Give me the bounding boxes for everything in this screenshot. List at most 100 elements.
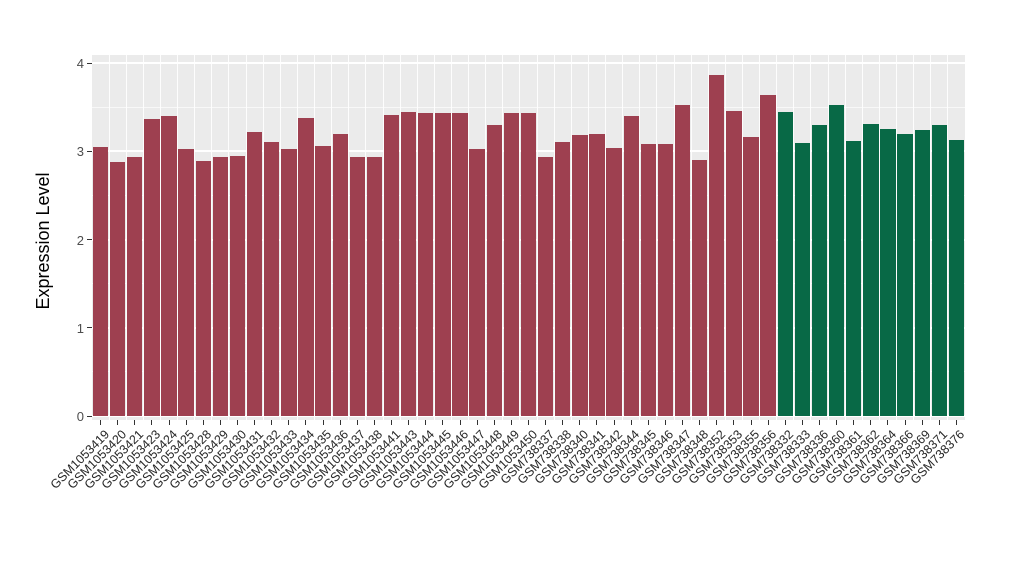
- bar-GSM1053431: [246, 131, 263, 416]
- x-tick-mark: [117, 420, 119, 425]
- vertical-gridline: [707, 55, 709, 420]
- vertical-gridline: [125, 55, 127, 420]
- bar-GSM1053441: [383, 115, 400, 416]
- x-tick-mark: [510, 420, 512, 425]
- bar-GSM738376: [948, 139, 965, 416]
- bar-GSM1053423: [144, 118, 160, 416]
- vertical-gridline: [502, 55, 504, 420]
- bar-GSM738355: [743, 137, 759, 416]
- vertical-gridline: [724, 55, 726, 420]
- vertical-gridline: [177, 55, 179, 420]
- x-tick-mark: [767, 420, 769, 425]
- x-tick-mark: [305, 420, 307, 425]
- x-tick-mark: [100, 420, 102, 425]
- vertical-gridline: [844, 55, 846, 420]
- x-tick-mark: [664, 420, 666, 425]
- bar-GSM738360: [828, 105, 845, 416]
- x-tick-mark: [733, 420, 735, 425]
- y-axis-title: Expression Level: [33, 172, 53, 310]
- bar-GSM738352: [709, 75, 725, 416]
- vertical-gridline: [159, 55, 161, 420]
- bar-GSM1053425: [178, 148, 194, 416]
- vertical-gridline: [776, 55, 778, 420]
- bar-GSM1053436: [332, 134, 348, 416]
- bar-GSM738371: [931, 124, 947, 416]
- x-tick-mark: [322, 420, 324, 425]
- x-tick-mark: [237, 420, 238, 425]
- bar-GSM1053443: [400, 112, 417, 416]
- x-tick-mark: [134, 420, 136, 425]
- bar-GSM738337: [537, 156, 554, 416]
- vertical-gridline: [519, 55, 521, 420]
- vertical-gridline: [399, 55, 401, 420]
- x-tick-mark: [716, 420, 718, 425]
- x-tick-mark: [801, 420, 803, 425]
- bar-GSM738332: [777, 112, 793, 416]
- minor-gridline: [92, 106, 965, 108]
- vertical-gridline: [793, 55, 795, 420]
- x-tick-mark: [373, 420, 375, 425]
- bar-GSM738345: [640, 144, 656, 416]
- x-tick-mark: [955, 420, 957, 425]
- bar-GSM1053435: [315, 145, 331, 416]
- vertical-gridline: [468, 55, 470, 420]
- bar-GSM738338: [555, 142, 571, 416]
- x-tick-mark: [836, 420, 838, 425]
- x-tick-mark: [356, 420, 358, 425]
- bar-GSM738364: [880, 129, 896, 416]
- x-tick-mark: [647, 420, 649, 425]
- bar-GSM738336: [811, 124, 828, 416]
- bar-GSM1053444: [418, 113, 434, 416]
- vertical-gridline: [485, 55, 487, 420]
- vertical-gridline: [605, 55, 607, 420]
- x-tick-mark: [545, 420, 547, 425]
- vertical-gridline: [947, 55, 949, 420]
- x-tick-mark: [562, 420, 564, 425]
- vertical-gridline: [656, 55, 658, 420]
- bar-GSM738361: [846, 140, 862, 416]
- plot-panel: [92, 55, 965, 420]
- vertical-gridline: [878, 55, 880, 420]
- bar-GSM1053424: [161, 115, 177, 416]
- x-tick-mark: [613, 420, 615, 425]
- bar-GSM738348: [691, 160, 708, 416]
- x-tick-mark: [750, 420, 752, 425]
- vertical-gridline: [348, 55, 350, 420]
- x-tick-mark: [459, 420, 461, 425]
- vertical-gridline: [759, 55, 761, 420]
- vertical-gridline: [211, 55, 213, 420]
- bar-GSM738347: [674, 105, 691, 416]
- bar-GSM1053448: [486, 124, 502, 416]
- y-tick-mark: [87, 415, 92, 417]
- vertical-gridline: [553, 55, 555, 420]
- vertical-gridline: [896, 55, 898, 420]
- x-tick-mark: [921, 420, 923, 425]
- x-tick-mark: [819, 420, 820, 425]
- bar-GSM1053419: [92, 146, 109, 416]
- vertical-gridline: [262, 55, 264, 420]
- bar-GSM738366: [897, 134, 913, 416]
- vertical-gridline: [365, 55, 367, 420]
- x-tick-mark: [288, 420, 290, 425]
- bar-GSM1053445: [435, 113, 451, 416]
- bar-GSM738341: [589, 133, 605, 416]
- x-tick-mark: [254, 420, 256, 425]
- x-tick-mark: [185, 420, 187, 425]
- x-tick-mark: [151, 420, 153, 425]
- vertical-gridline: [142, 55, 144, 420]
- x-tick-mark: [528, 420, 529, 425]
- x-tick-mark: [425, 420, 427, 425]
- x-tick-mark: [682, 420, 684, 425]
- vertical-gridline: [570, 55, 572, 420]
- x-tick-mark: [870, 420, 872, 425]
- bar-GSM1053447: [469, 148, 485, 416]
- bar-GSM738369: [914, 130, 930, 416]
- bar-GSM738362: [863, 123, 879, 416]
- bar-GSM738342: [606, 147, 622, 416]
- bar-GSM1053428: [195, 160, 211, 416]
- y-tick-mark: [87, 62, 92, 64]
- bar-GSM1053432: [264, 141, 280, 416]
- x-tick-mark: [202, 420, 204, 425]
- bar-GSM738340: [572, 135, 588, 416]
